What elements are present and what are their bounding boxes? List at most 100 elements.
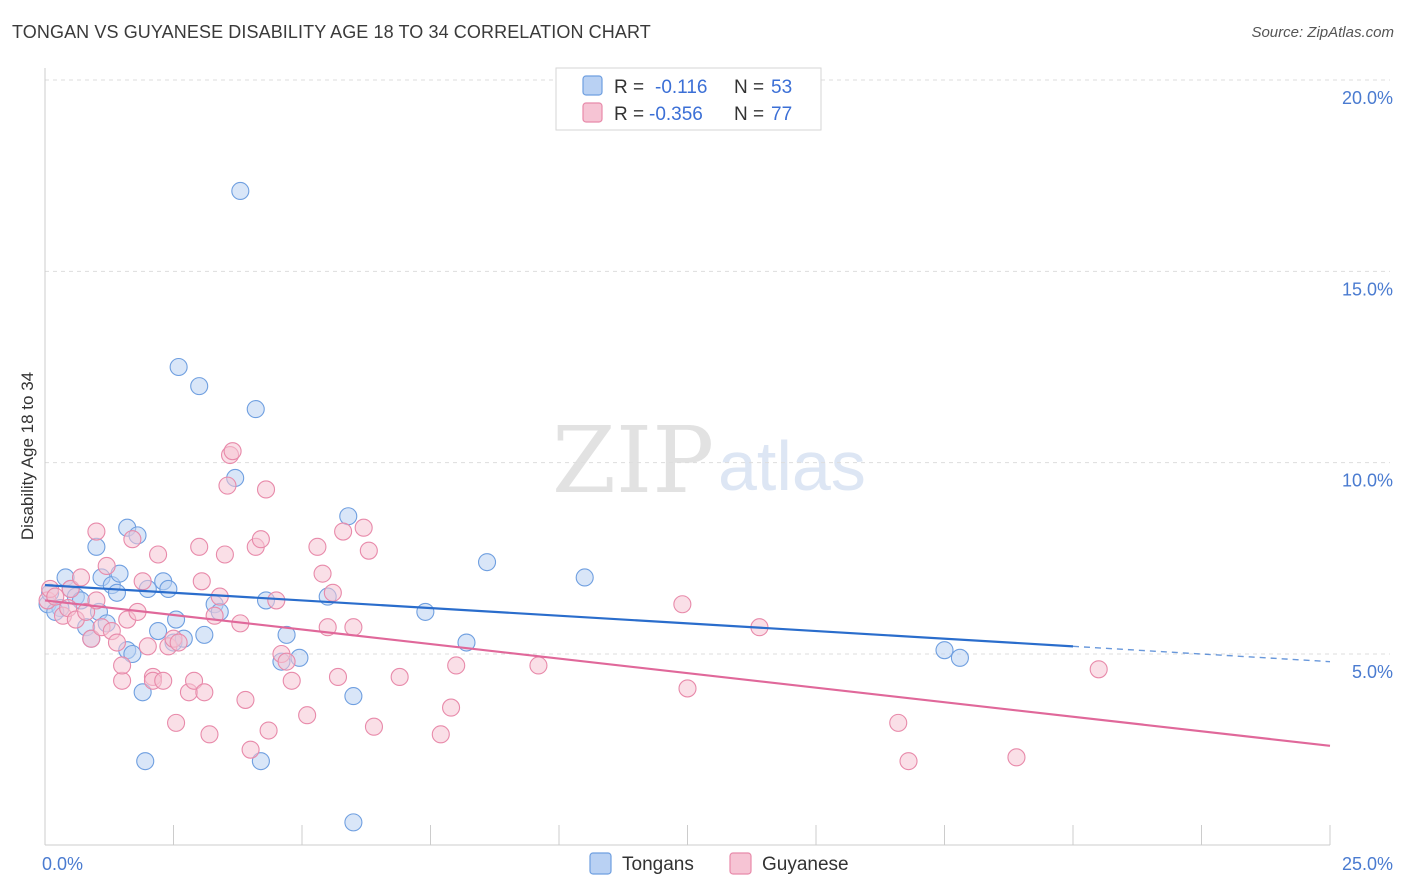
guyanese-point-25 (149, 545, 168, 564)
guyanese-point-11 (87, 522, 106, 541)
guyanese-point-70 (673, 595, 692, 614)
legend-r-value-2: -0.356 (649, 104, 703, 125)
legend-n-value-2: 77 (771, 104, 792, 125)
tongans-point-37 (251, 752, 270, 771)
tongans-point-9 (87, 537, 106, 556)
trend-lines (44, 584, 1331, 747)
bottom-legend-swatch-guyanese (729, 852, 752, 875)
guyanese-point-26 (154, 671, 173, 690)
y-tick-label-20: 20.0% (1342, 88, 1393, 108)
guyanese-point-63 (359, 541, 378, 560)
chart-title: TONGAN VS GUYANESE DISABILITY AGE 18 TO … (12, 22, 651, 42)
tongans-trend-extension (1072, 645, 1331, 663)
guyanese-point-33 (190, 537, 209, 556)
legend-swatch-tongans (582, 75, 603, 96)
tongans-point-23 (149, 621, 168, 641)
tongans-point-45 (344, 813, 363, 832)
series-legend: Tongans Guyanese (589, 852, 849, 875)
tongans-point-50 (935, 641, 954, 660)
guyanese-point-68 (447, 656, 466, 675)
tongans-point-49 (575, 568, 594, 587)
guyanese-point-53 (282, 671, 301, 690)
guyanese-point-60 (334, 522, 353, 541)
tick-labels: 5.0% 10.0% 15.0% 20.0% 0.0% 25.0% (42, 88, 1393, 874)
tongans-point-40 (277, 625, 296, 644)
guyanese-point-71 (678, 679, 697, 698)
tongans-point-20 (133, 683, 152, 702)
tongans-point-46 (416, 602, 435, 621)
legend-r-label-2: R = (614, 104, 644, 125)
guyanese-points (38, 442, 1108, 771)
y-tick-label-10: 10.0% (1342, 471, 1393, 491)
tongans-point-14 (107, 583, 127, 602)
guyanese-point-7 (71, 568, 91, 587)
x-tick-label-min: 0.0% (42, 854, 83, 874)
guyanese-point-61 (344, 618, 363, 637)
x-tick-label-max: 25.0% (1342, 854, 1393, 874)
tongans-point-43 (339, 507, 358, 526)
guyanese-point-64 (364, 717, 384, 736)
tongans-point-48 (477, 553, 497, 572)
tongans-point-17 (123, 644, 142, 664)
guyanese-point-67 (442, 698, 461, 717)
gridlines (45, 79, 1390, 655)
y-tick-label-15: 15.0% (1342, 279, 1393, 299)
guyanese-point-35 (195, 683, 214, 702)
stats-legend: R = -0.116 N = 53 R = -0.356 N = 77 (555, 67, 822, 131)
guyanese-point-30 (169, 633, 188, 652)
guyanese-point-36 (200, 725, 219, 744)
guyanese-point-66 (431, 725, 450, 744)
guyanese-point-56 (313, 564, 332, 583)
guyanese-point-21 (133, 572, 152, 591)
bottom-legend-tongans: Tongans (622, 854, 694, 875)
guyanese-point-13 (97, 556, 116, 576)
legend-n-label-1: N = (734, 77, 764, 98)
bottom-legend-guyanese: Guyanese (762, 854, 849, 875)
guyanese-point-62 (354, 518, 373, 537)
guyanese-point-50 (267, 591, 286, 610)
watermark-zip: ZIP (552, 407, 714, 514)
guyanese-point-76 (1089, 660, 1108, 679)
guyanese-point-5 (61, 579, 80, 598)
guyanese-point-9 (82, 629, 101, 648)
tongans-points (38, 181, 969, 832)
guyanese-point-40 (218, 476, 237, 495)
guyanese-point-73 (889, 713, 908, 732)
guyanese-point-48 (256, 480, 276, 499)
guyanese-point-17 (113, 656, 132, 675)
tongans-point-35 (231, 181, 250, 201)
guyanese-point-52 (277, 652, 296, 671)
guyanese-point-19 (123, 530, 142, 549)
legend-n-value-1: 53 (771, 77, 792, 98)
tongans-point-30 (190, 377, 209, 396)
tongans-point-36 (246, 400, 265, 419)
guyanese-point-8 (77, 602, 96, 621)
tongans-trend-line (44, 584, 1074, 648)
guyanese-point-49 (259, 721, 278, 740)
axes (44, 68, 1331, 846)
guyanese-point-39 (215, 545, 234, 564)
guyanese-point-42 (223, 442, 242, 461)
legend-r-label-1: R = (614, 77, 644, 98)
guyanese-point-44 (236, 690, 255, 709)
guyanese-point-59 (328, 667, 348, 687)
guyanese-point-22 (138, 637, 157, 656)
watermark-atlas: atlas (718, 427, 866, 505)
guyanese-point-45 (241, 740, 260, 759)
guyanese-point-65 (390, 667, 409, 687)
legend-r-value-1: -0.116 (655, 77, 707, 98)
guyanese-point-29 (167, 713, 186, 732)
guyanese-point-69 (529, 656, 548, 675)
guyanese-point-55 (308, 537, 327, 556)
guyanese-point-32 (185, 671, 204, 690)
guyanese-point-34 (192, 572, 211, 591)
legend-swatch-guyanese (582, 102, 603, 123)
guyanese-point-58 (323, 583, 342, 602)
guyanese-point-54 (298, 706, 317, 725)
bottom-legend-swatch-tongans (589, 852, 612, 875)
tongans-point-21 (136, 752, 155, 771)
guyanese-point-37 (205, 606, 224, 625)
guyanese-trend-line (44, 599, 1331, 747)
tongans-point-31 (195, 625, 214, 644)
